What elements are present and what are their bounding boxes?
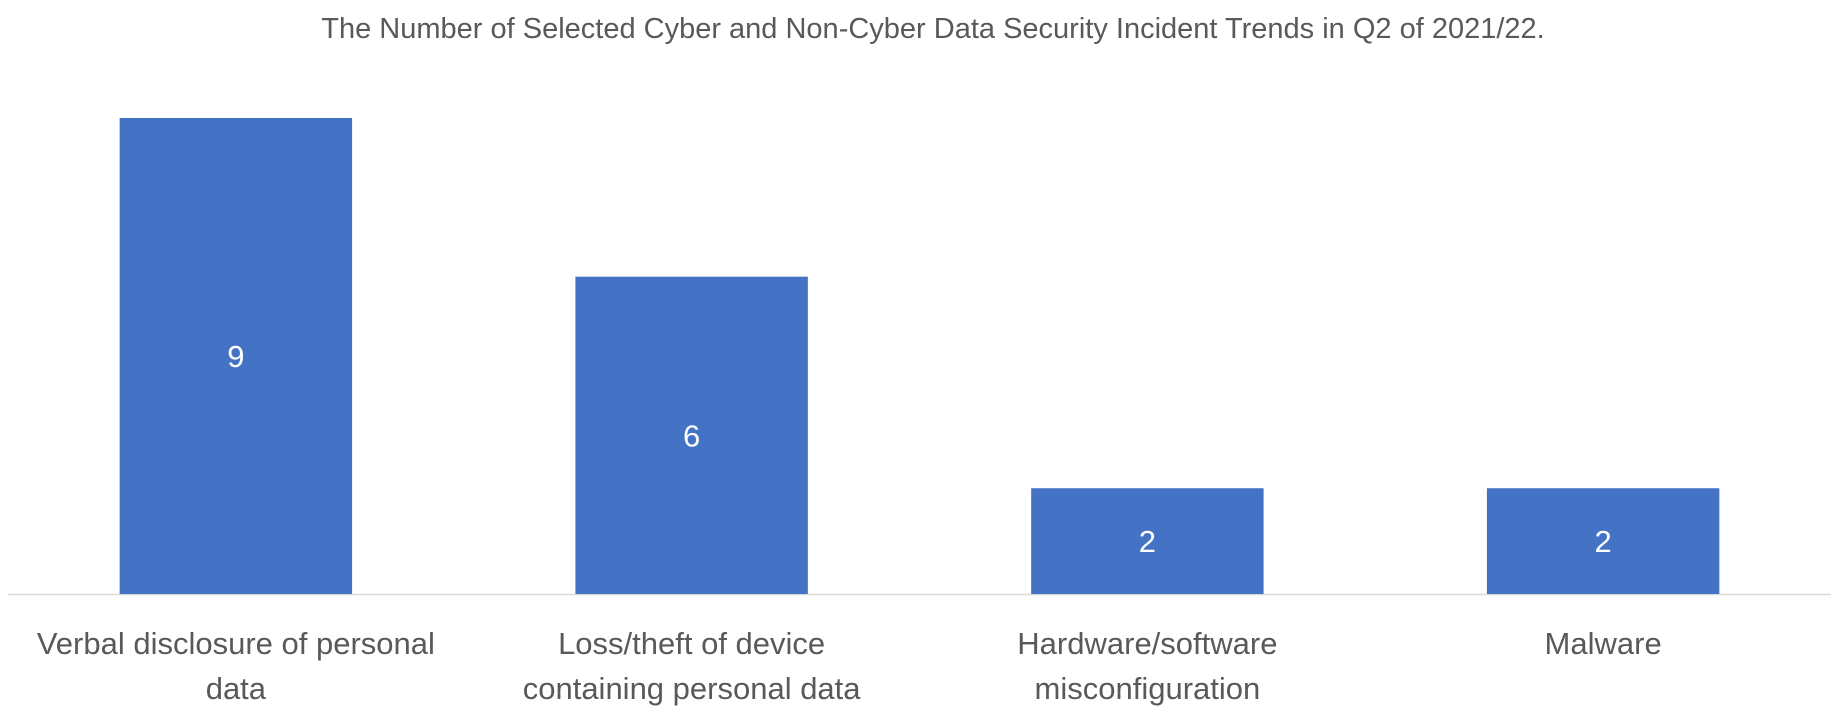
bar [1031,488,1264,594]
category-label: Hardware/software [1017,626,1277,661]
category-label: data [206,671,267,706]
data-label: 9 [227,339,244,374]
chart-title: The Number of Selected Cyber and Non-Cyb… [321,13,1544,45]
data-label: 2 [1595,524,1612,559]
category-label: Loss/theft of device [558,626,825,661]
bar [575,276,808,594]
category-label: misconfiguration [1035,671,1261,706]
category-label: containing personal data [523,671,862,706]
category-label: Verbal disclosure of personal [37,626,435,661]
bar [1486,488,1720,594]
plot-area: 9 Verbal disclosure of personal data 6 Loss/… [8,118,1831,706]
category-label: Malware [1545,626,1662,661]
data-label: 6 [683,418,700,453]
bar [119,118,353,594]
data-label: 2 [1139,524,1156,559]
